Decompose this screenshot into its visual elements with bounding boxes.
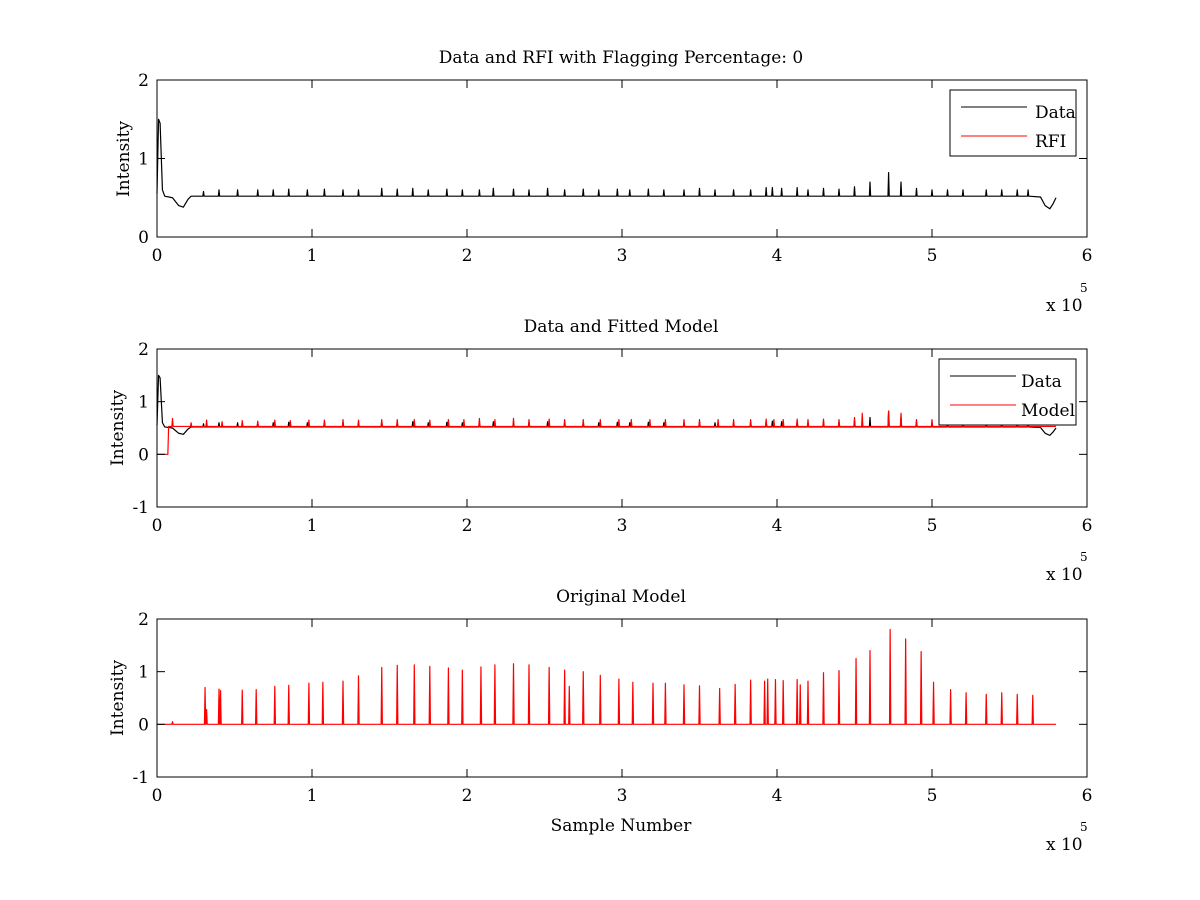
x-tick-label: 3 (617, 516, 628, 536)
x-tick-label: 4 (772, 786, 783, 806)
subplot-2-x-exponent: 5 (1080, 550, 1088, 564)
legend-label-rfi: RFI (1035, 132, 1066, 152)
subplot-1: Data and RFI with Flagging Percentage: 0… (114, 48, 1092, 316)
y-tick-label: 2 (138, 610, 149, 630)
subplot-1-x-exponent: 5 (1080, 281, 1088, 295)
subplot-2-ylabel: Intensity (108, 390, 128, 466)
legend-label-data: Data (1021, 372, 1062, 392)
subplot-3-x-multiplier: x 10 (1046, 835, 1083, 855)
subplot-3-title: Original Model (556, 587, 686, 607)
legend-box (949, 89, 1077, 157)
series-line-model (157, 410, 1056, 455)
subplot-3: Original Model Intensity Sample Number x… (108, 587, 1092, 855)
y-tick-label: 1 (138, 150, 149, 170)
legend-label-model: Model (1021, 401, 1075, 421)
subplot-2-legend: Data Model (938, 358, 1077, 426)
subplot-1-ylabel: Intensity (114, 121, 134, 197)
x-tick-label: 0 (152, 516, 163, 536)
x-tick-label: 6 (1082, 516, 1093, 536)
x-tick-label: 4 (772, 246, 783, 266)
x-tick-label: 1 (307, 516, 318, 536)
legend-box (938, 358, 1077, 426)
subplot-3-xlabel: Sample Number (551, 816, 693, 836)
x-tick-label: 5 (927, 246, 938, 266)
x-tick-label: 0 (152, 246, 163, 266)
y-tick-label: 1 (138, 663, 149, 683)
x-tick-label: 1 (307, 246, 318, 266)
x-tick-label: 1 (307, 786, 318, 806)
subplot-3-x-exponent: 5 (1080, 820, 1088, 834)
x-tick-label: 2 (462, 516, 473, 536)
series-line-model (157, 628, 1056, 725)
y-tick-label: 2 (138, 340, 149, 360)
subplot-2-title: Data and Fitted Model (524, 317, 719, 337)
y-tick-label: 2 (138, 71, 149, 91)
y-tick-label: 0 (138, 445, 149, 465)
subplot-1-plot-area: 0 1 2 3 4 5 6 0 1 2 (138, 71, 1092, 266)
x-tick-label: 6 (1082, 786, 1093, 806)
y-tick-label: 1 (138, 393, 149, 413)
x-tick-label: 0 (152, 786, 163, 806)
series-line-data (156, 118, 1057, 210)
y-tick-label: 0 (138, 715, 149, 735)
x-tick-label: 5 (927, 786, 938, 806)
legend-label-data: Data (1035, 103, 1076, 123)
x-tick-label: 3 (617, 786, 628, 806)
subplot-1-x-multiplier: x 10 (1046, 296, 1083, 316)
x-tick-label: 4 (772, 516, 783, 536)
subplot-2: Data and Fitted Model Intensity x 10 5 0… (108, 317, 1092, 585)
x-tick-label: 5 (927, 516, 938, 536)
subplot-1-title: Data and RFI with Flagging Percentage: 0 (439, 48, 803, 68)
subplot-3-ylabel: Intensity (108, 660, 128, 736)
x-tick-label: 3 (617, 246, 628, 266)
y-tick-label: -1 (132, 498, 149, 518)
subplot-2-x-multiplier: x 10 (1046, 565, 1083, 585)
x-tick-label: 6 (1082, 246, 1093, 266)
x-tick-label: 2 (462, 786, 473, 806)
y-tick-label: -1 (132, 768, 149, 788)
x-tick-label: 2 (462, 246, 473, 266)
y-tick-label: 0 (138, 228, 149, 248)
subplot-1-legend: Data RFI (949, 89, 1077, 157)
